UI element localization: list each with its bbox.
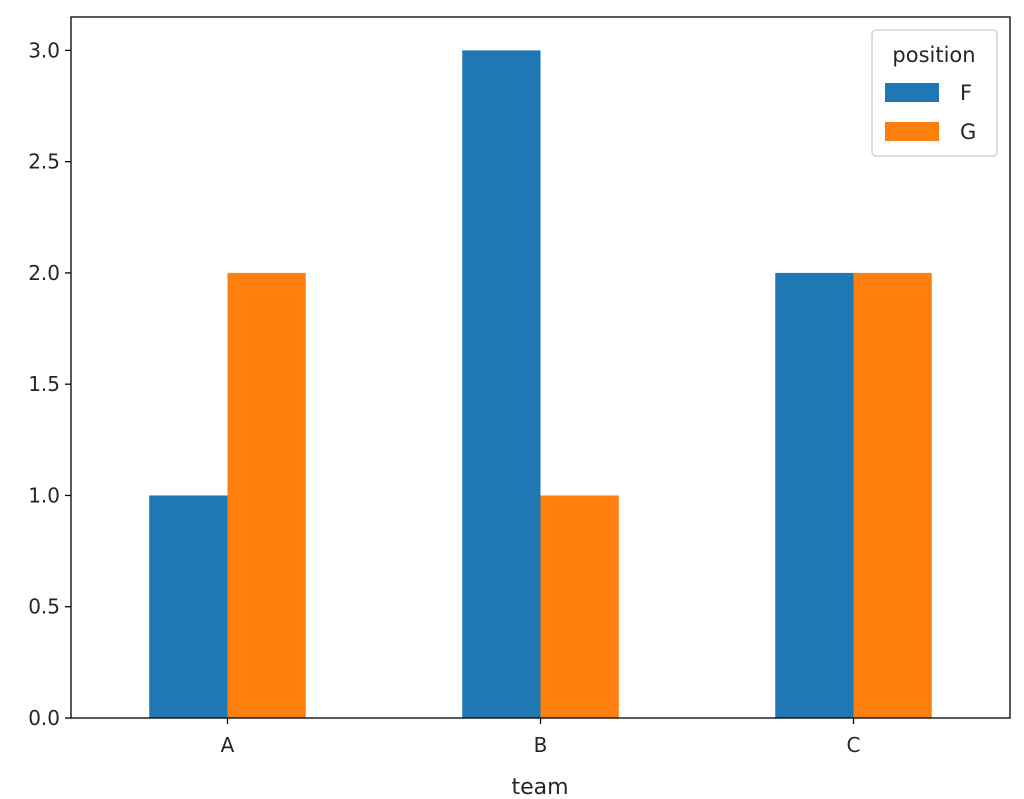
legend-swatch-g xyxy=(885,122,939,141)
x-tick-label-b: B xyxy=(534,733,548,757)
legend-label-f: F xyxy=(960,81,972,105)
x-axis: A B C xyxy=(221,718,861,757)
x-axis-title: team xyxy=(511,775,568,799)
y-tick-label-3: 1.5 xyxy=(28,372,60,396)
bar-a-f xyxy=(149,495,228,718)
legend: position F G xyxy=(871,29,998,157)
x-tick-label-c: C xyxy=(847,733,861,757)
bar-a-g xyxy=(227,272,306,718)
legend-label-g: G xyxy=(960,120,976,144)
legend-swatch-f xyxy=(885,83,939,102)
bars-group xyxy=(149,50,932,718)
x-tick-label-a: A xyxy=(221,733,235,757)
y-tick-label-6: 3.0 xyxy=(28,38,60,62)
y-tick-label-4: 2.0 xyxy=(28,261,60,285)
y-tick-label-5: 2.5 xyxy=(28,150,60,174)
legend-title: position xyxy=(892,43,975,67)
y-axis: 0.0 0.5 1.0 1.5 2.0 2.5 3.0 xyxy=(28,38,71,730)
bar-b-f xyxy=(462,50,541,718)
y-tick-label-0: 0.0 xyxy=(28,706,60,730)
y-tick-label-2: 1.0 xyxy=(28,483,60,507)
y-tick-label-1: 0.5 xyxy=(28,595,60,619)
bar-c-f xyxy=(775,272,854,718)
bar-b-g xyxy=(540,495,619,718)
bar-c-g xyxy=(853,272,932,718)
plot-frame xyxy=(70,16,1011,719)
